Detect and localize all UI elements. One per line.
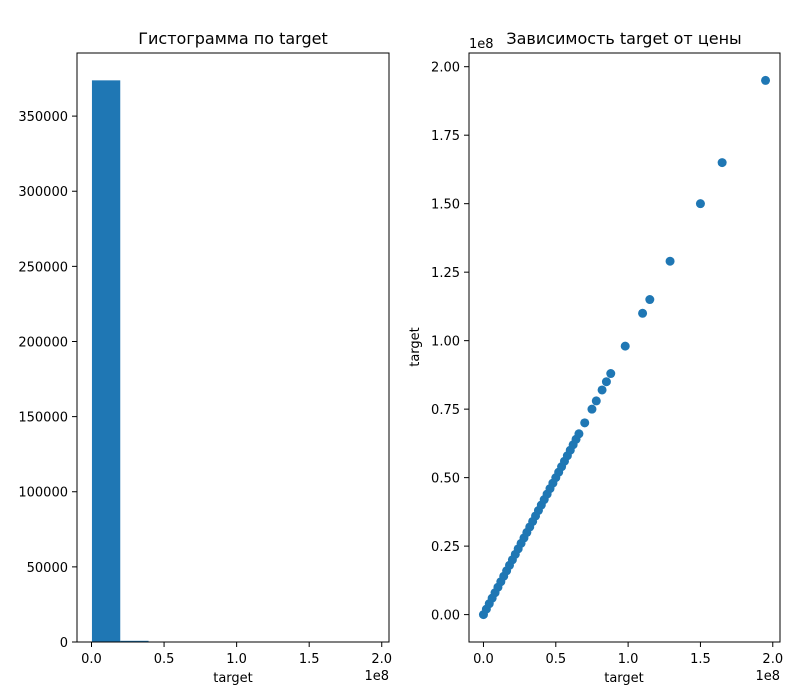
histogram-y-tick-label: 100000 — [18, 486, 68, 501]
scatter-x-ticks: 0.0 0.5 1.0 1.5 2.0 — [473, 642, 783, 667]
histogram-y-tick-label: 350000 — [18, 110, 68, 125]
scatter-points — [478, 75, 771, 620]
histogram-x-tick-label: 2.0 — [371, 652, 392, 667]
scatter-y-offset: 1e8 — [469, 37, 494, 52]
histogram-y-tick-label: 0 — [60, 636, 68, 651]
scatter-y-tick-label: 2.00 — [431, 61, 460, 76]
histogram-y-tick-label: 300000 — [18, 185, 68, 200]
scatter-y-ticks: 0.00 0.25 0.50 0.75 1.00 1.25 1.50 1.75 2.00 — [431, 61, 469, 624]
scatter-y-tick-label: 1.25 — [431, 266, 460, 281]
scatter-y-tick-label: 0.50 — [431, 472, 460, 487]
scatter-y-tick-label: 1.00 — [431, 335, 460, 350]
scatter-x-tick-label: 1.5 — [690, 652, 711, 667]
scatter-point-35 — [587, 404, 597, 414]
scatter-x-tick-label: 1.0 — [618, 652, 639, 667]
scatter-frame — [468, 52, 781, 643]
scatter-x-label: target — [604, 671, 644, 686]
scatter-x-tick-label: 2.0 — [762, 652, 783, 667]
histogram-x-tick-label: 0.5 — [154, 652, 175, 667]
scatter-point-44 — [695, 199, 705, 209]
histogram-bars — [91, 80, 262, 643]
histogram-y-tick-label: 150000 — [18, 411, 68, 426]
scatter-point-33 — [574, 429, 584, 439]
scatter-point-34 — [580, 418, 590, 428]
histogram-x-tick-label: 1.5 — [299, 652, 320, 667]
scatter-point-42 — [645, 295, 655, 305]
scatter-x-tick-label: 0.5 — [545, 652, 566, 667]
scatter-x-tick-label: 0.0 — [473, 652, 494, 667]
scatter-point-38 — [601, 377, 611, 387]
scatter-chart: Зависимость target от цены 1e8 0.0 0.5 1.0… — [408, 29, 783, 686]
scatter-title: Зависимость target от цены — [506, 29, 741, 48]
scatter-y-tick-label: 0.75 — [431, 403, 460, 418]
histogram-y-tick-label: 250000 — [18, 260, 68, 275]
histogram-x-offset: 1e8 — [364, 669, 389, 684]
histogram-y-tick-label: 50000 — [27, 561, 68, 576]
histogram-x-tick-label: 1.0 — [226, 652, 247, 667]
histogram-y-ticks: 0 50000 100000 150000 200000 250000 300000 3500… — [18, 110, 77, 651]
scatter-y-label: target — [408, 327, 423, 367]
histogram-x-ticks: 0.0 0.5 1.0 1.5 2.0 — [81, 642, 392, 667]
scatter-y-tick-label: 1.75 — [431, 129, 460, 144]
histogram-x-label: target — [213, 671, 253, 686]
scatter-point-43 — [665, 256, 675, 266]
scatter-point-40 — [620, 341, 630, 351]
scatter-x-offset: 1e8 — [755, 669, 780, 684]
histogram-title: Гистограмма по target — [138, 29, 327, 48]
scatter-point-39 — [606, 369, 616, 379]
histogram-bar-0 — [91, 80, 121, 643]
scatter-point-37 — [597, 385, 607, 395]
histogram-frame — [76, 52, 390, 643]
histogram-chart: Гистограмма по target 0.0 0.5 1.0 1.5 2.0 0 5… — [18, 29, 392, 686]
scatter-point-46 — [761, 75, 771, 85]
histogram-x-tick-label: 0.0 — [81, 652, 102, 667]
scatter-y-tick-label: 1.50 — [431, 198, 460, 213]
scatter-y-tick-label: 0.00 — [431, 609, 460, 624]
scatter-point-45 — [717, 158, 727, 168]
histogram-y-tick-label: 200000 — [18, 335, 68, 350]
scatter-y-tick-label: 0.25 — [431, 540, 460, 555]
scatter-point-41 — [638, 308, 648, 318]
scatter-point-36 — [591, 396, 601, 406]
histogram-bar-1 — [120, 640, 149, 642]
